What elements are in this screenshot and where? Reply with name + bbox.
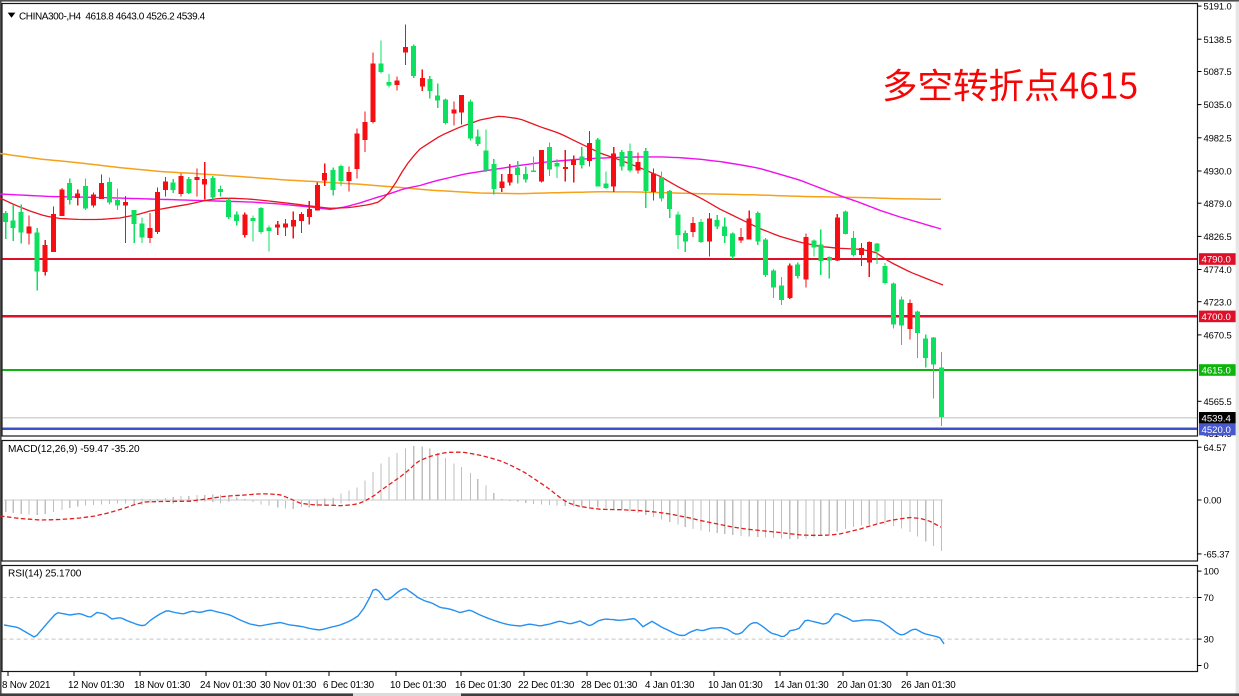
svg-text:14 Jan 01:30: 14 Jan 01:30 — [774, 680, 829, 691]
svg-text:64.57: 64.57 — [1204, 442, 1227, 453]
svg-text:0: 0 — [1204, 660, 1209, 671]
svg-text:24 Nov 01:30: 24 Nov 01:30 — [200, 680, 257, 691]
svg-text:5138.5: 5138.5 — [1204, 34, 1232, 45]
svg-text:4 Jan 01:30: 4 Jan 01:30 — [645, 680, 695, 691]
svg-text:22 Dec 01:30: 22 Dec 01:30 — [518, 680, 575, 691]
svg-text:6 Dec 01:30: 6 Dec 01:30 — [323, 680, 375, 691]
svg-text:10 Jan 01:30: 10 Jan 01:30 — [708, 680, 763, 691]
svg-text:4826.5: 4826.5 — [1204, 231, 1232, 242]
svg-text:5191.0: 5191.0 — [1204, 1, 1232, 12]
svg-text:4879.0: 4879.0 — [1204, 198, 1232, 209]
svg-text:20 Jan 01:30: 20 Jan 01:30 — [837, 680, 892, 691]
svg-text:26 Jan 01:30: 26 Jan 01:30 — [901, 680, 956, 691]
svg-text:28 Dec 01:30: 28 Dec 01:30 — [581, 680, 638, 691]
svg-text:MACD(12,26,9) -59.47 -35.20: MACD(12,26,9) -59.47 -35.20 — [8, 444, 140, 455]
svg-text:RSI(14) 25.1700: RSI(14) 25.1700 — [8, 569, 82, 580]
svg-text:30 Nov 01:30: 30 Nov 01:30 — [260, 680, 317, 691]
svg-text:5087.5: 5087.5 — [1204, 66, 1232, 77]
svg-text:4670.5: 4670.5 — [1204, 330, 1232, 341]
svg-text:4700.0: 4700.0 — [1202, 312, 1231, 323]
svg-text:4790.0: 4790.0 — [1202, 255, 1231, 266]
svg-text:100: 100 — [1204, 566, 1219, 577]
svg-text:4615.0: 4615.0 — [1202, 366, 1231, 377]
svg-text:4723.0: 4723.0 — [1204, 296, 1232, 307]
svg-text:4539.4: 4539.4 — [1202, 413, 1232, 424]
svg-text:30: 30 — [1204, 634, 1214, 645]
svg-text:16 Dec 01:30: 16 Dec 01:30 — [455, 680, 512, 691]
svg-text:5035.0: 5035.0 — [1204, 99, 1232, 110]
svg-text:4982.5: 4982.5 — [1204, 132, 1232, 143]
svg-text:4520.0: 4520.0 — [1202, 425, 1231, 436]
svg-text:-65.37: -65.37 — [1204, 549, 1230, 560]
svg-text:12 Nov 01:30: 12 Nov 01:30 — [68, 680, 125, 691]
svg-text:4565.5: 4565.5 — [1204, 396, 1232, 407]
svg-text:10 Dec 01:30: 10 Dec 01:30 — [390, 680, 447, 691]
svg-text:8 Nov 2021: 8 Nov 2021 — [2, 680, 50, 691]
svg-text:4774.0: 4774.0 — [1204, 264, 1232, 275]
svg-text:18 Nov 01:30: 18 Nov 01:30 — [134, 680, 191, 691]
svg-text:4930.0: 4930.0 — [1204, 166, 1232, 177]
svg-text:70: 70 — [1204, 592, 1214, 603]
svg-text:0.00: 0.00 — [1204, 495, 1222, 506]
svg-text:CHINA300-,H4 4618.8 4643.0 45: CHINA300-,H4 4618.8 4643.0 4526.2 4539.4 — [19, 12, 206, 23]
